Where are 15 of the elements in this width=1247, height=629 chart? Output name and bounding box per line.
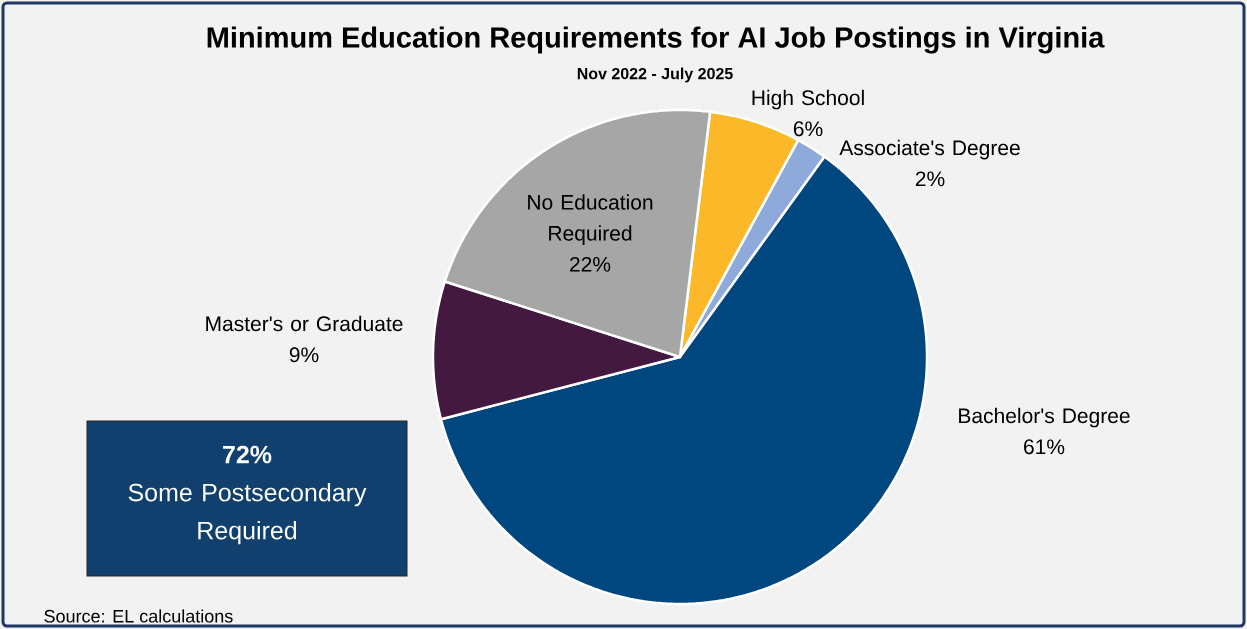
chart-title: Minimum Education Requirements for AI Job Postings in Virginia — [207, 26, 1105, 54]
text: 72% — [223, 445, 272, 464]
slice-label: Associate's Degree — [839, 139, 1020, 160]
slice-label: Master's or Graduate — [206, 315, 403, 332]
data-label: 6% — [793, 121, 823, 137]
data-label: 9% — [289, 347, 319, 363]
slice-label: Bachelor's Degree — [959, 407, 1130, 428]
slice-label: High School — [752, 89, 864, 110]
source-note: Source: EL calculations — [44, 609, 233, 623]
slice-label: No Education Required — [528, 194, 653, 245]
data-label: 2% — [915, 171, 945, 187]
data-label: 22% — [570, 256, 611, 272]
chart-subtitle: Nov 2022 - July 2025 — [577, 67, 733, 83]
data-label: 61% — [1024, 439, 1065, 455]
text: Some Postsecondary Required — [128, 483, 367, 545]
